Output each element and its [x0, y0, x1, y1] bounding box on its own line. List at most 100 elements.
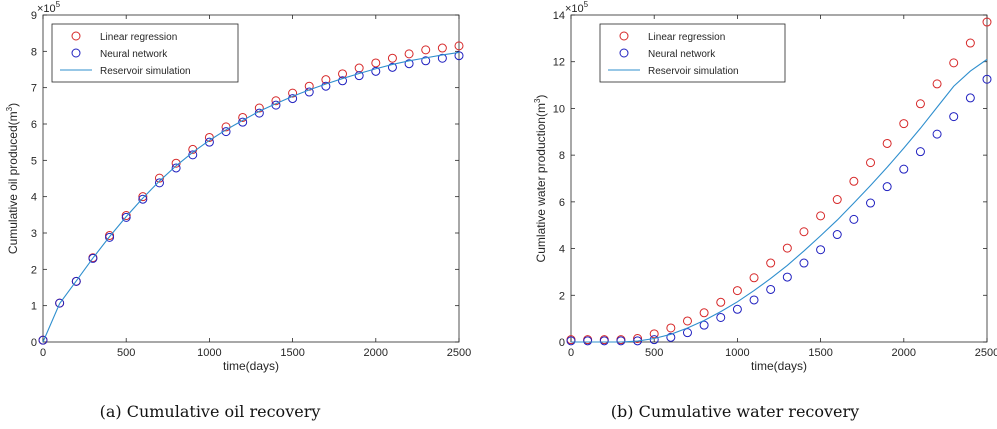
water-neural-network-point [599, 336, 609, 346]
water-x-tick-label: 0 [568, 347, 574, 359]
water-linear-regression-point [766, 258, 776, 268]
water-neural-network-point [949, 112, 959, 122]
oil-neural-network-point [121, 212, 131, 222]
water-linear-regression-point [866, 158, 876, 168]
oil-legend-neural-network-swatch [71, 48, 81, 58]
water-linear-regression-point [682, 316, 692, 326]
water-linear-regression-point [633, 334, 643, 343]
oil-neural-network-point [371, 66, 381, 76]
oil-linear-regression-point [238, 112, 248, 122]
oil-neural-network-point [304, 87, 314, 97]
oil-neural-network-point [404, 59, 414, 69]
oil-y-tick-label: 0 [31, 337, 37, 349]
water-y-tick-label: 4 [559, 244, 565, 256]
water-y-tick-label: 8 [559, 150, 565, 162]
water-y-tick-label: 14 [553, 10, 565, 22]
water-linear-regression-point [816, 211, 826, 221]
water-linear-regression-point [832, 195, 842, 205]
oil-chart-caption: (a) Cumulative oil recovery [100, 402, 321, 421]
oil-y-tick-label: 8 [31, 46, 37, 58]
oil-neural-network-point [321, 81, 331, 91]
water-linear-regression-point [982, 17, 992, 27]
water-recovery-chart: (b) Cumulative water recovery 0 500 1000 15… [533, 0, 997, 421]
oil-x-tick-label: 1500 [280, 347, 304, 359]
water-neural-network-point [932, 129, 942, 139]
oil-neural-network-point [55, 298, 65, 308]
oil-x-axis-label: time(days) [223, 359, 279, 373]
oil-reservoir-simulation-line [42, 51, 460, 343]
oil-neural-network-point [338, 76, 348, 86]
water-neural-network-point [782, 272, 792, 282]
oil-y-tick-label: 3 [31, 228, 37, 240]
water-neural-network-point [699, 320, 709, 330]
water-legend-neural-network-swatch [619, 48, 629, 58]
water-neural-network-point [616, 336, 626, 346]
oil-linear-regression-point [437, 43, 447, 53]
oil-x-tick-label: 1000 [197, 347, 221, 359]
oil-neural-network-point [71, 276, 81, 286]
water-neural-network-point [799, 258, 809, 268]
oil-linear-regression-point [338, 69, 348, 79]
water-legend-linear-regression-label: Linear regression [648, 32, 725, 43]
water-neural-network-point [583, 336, 593, 346]
water-linear-regression-point [949, 58, 959, 68]
oil-y-axis-label: Cumulative oil produced(m3) [5, 103, 20, 254]
water-neural-network-point [965, 93, 975, 103]
water-linear-regression-point [649, 329, 659, 339]
oil-y-tick-label: 1 [31, 301, 37, 313]
oil-x-tick-label: 500 [117, 347, 135, 359]
oil-neural-network-point [204, 137, 214, 147]
water-linear-regression-point [699, 308, 709, 318]
oil-neural-network-point [154, 178, 164, 188]
oil-legend-linear-regression-label: Linear regression [100, 32, 177, 43]
water-linear-regression-point [782, 243, 792, 253]
oil-y-tick-label: 7 [31, 83, 37, 95]
oil-neural-network-point [171, 163, 181, 173]
oil-y-tick-label: 2 [31, 264, 37, 276]
water-x-tick-label: 2000 [892, 347, 916, 359]
water-linear-regression-point [932, 79, 942, 89]
oil-legend-box [51, 23, 239, 83]
water-neural-network-point [899, 164, 909, 174]
water-y-tick-label: 6 [559, 197, 565, 209]
water-x-tick-label: 1500 [808, 347, 832, 359]
water-legend-reservoir-simulation-label: Reservoir simulation [648, 66, 739, 77]
oil-neural-network-point [105, 232, 115, 242]
water-x-tick-label: 1000 [725, 347, 749, 359]
water-neural-network-point [866, 198, 876, 208]
oil-legend-reservoir-simulation-label: Reservoir simulation [100, 66, 191, 77]
water-neural-network-point [766, 284, 776, 294]
water-neural-network-point [682, 328, 692, 338]
water-neural-network-point [716, 312, 726, 322]
water-y-tick-label: 2 [559, 290, 565, 302]
oil-linear-regression-point [454, 41, 464, 51]
water-y-exponent-label: ×105 [565, 0, 589, 15]
water-neural-network-point [915, 147, 925, 157]
water-legend-neural-network-label: Neural network [648, 49, 716, 60]
water-y-tick-label: 10 [553, 103, 565, 115]
water-y-axis-label: Cumlative water production(m3) [533, 95, 548, 263]
oil-recovery-chart: (a) Cumulative oil recovery 0 500 1000 1500… [5, 0, 471, 421]
water-legend-box [599, 23, 786, 83]
oil-x-tick-label: 0 [40, 347, 46, 359]
oil-y-tick-label: 9 [31, 10, 37, 22]
water-linear-regression-point [666, 323, 676, 333]
oil-neural-network-point [38, 335, 48, 345]
water-reservoir-simulation-line [571, 58, 988, 343]
water-linear-regression-point [915, 99, 925, 109]
water-linear-regression-point [965, 38, 975, 48]
water-linear-regression-point [899, 119, 909, 129]
oil-x-tick-label: 2500 [447, 347, 471, 359]
oil-neural-network-point [437, 53, 447, 63]
water-neural-network-point [982, 74, 992, 84]
oil-legend-linear-regression-swatch [71, 31, 81, 41]
water-x-tick-label: 2500 [975, 347, 997, 359]
water-neural-network-point [832, 230, 842, 240]
water-linear-regression-point [732, 286, 742, 296]
water-y-tick-label: 12 [553, 57, 565, 69]
oil-y-exponent-label: ×105 [37, 0, 61, 15]
oil-linear-regression-point [254, 103, 264, 113]
water-neural-network-point [666, 332, 676, 342]
water-linear-regression-point [799, 227, 809, 237]
